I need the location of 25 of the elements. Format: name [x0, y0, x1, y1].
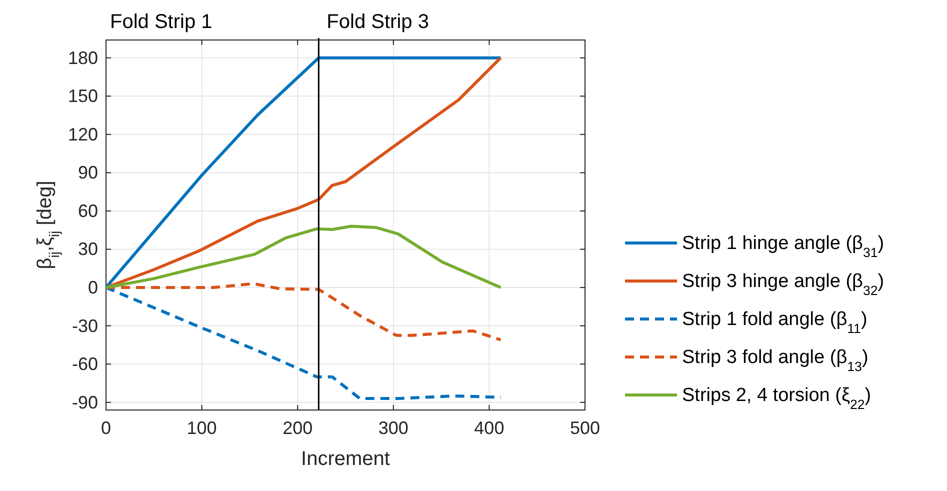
x-tick-label: 500 — [570, 418, 600, 438]
y-tick-label: 150 — [68, 86, 98, 106]
legend-label: Strips 2, 4 torsion (ξ$_{22}$) — [682, 385, 872, 412]
x-tick-label: 200 — [282, 418, 313, 438]
line-series — [104, 224, 502, 290]
y-tick-label: -60 — [72, 354, 98, 374]
legend-label: Strip 1 fold angle (β$_{11}$) — [682, 309, 868, 336]
y-tick-label: -30 — [72, 316, 98, 336]
y-tick-label: 0 — [88, 278, 98, 298]
x-tick-label: 100 — [186, 418, 217, 438]
y-tick-label: 180 — [68, 48, 98, 68]
y-tick-label: 60 — [78, 200, 98, 221]
legend-label: Strip 3 hinge angle (β$_{32}$) — [682, 271, 884, 298]
y-tick-label: 90 — [78, 162, 98, 183]
x-tick-label: 400 — [474, 418, 504, 438]
y-tick-label: -90 — [72, 392, 98, 412]
x-axis-title: Increment — [301, 448, 390, 470]
text: Fold Strip 1 — [110, 11, 212, 33]
text: Fold Strip 3 — [326, 11, 429, 33]
legend-label: Strip 3 fold angle (β$_{13}$) — [682, 347, 868, 374]
x-tick-label: 0 — [100, 418, 112, 438]
x-tick-label: 300 — [378, 418, 408, 438]
legend-label: Strip 1 hinge angle (β$_{31}$) — [682, 233, 884, 260]
y-tick-label: 30 — [78, 239, 98, 260]
y-tick-label: 120 — [68, 124, 98, 144]
